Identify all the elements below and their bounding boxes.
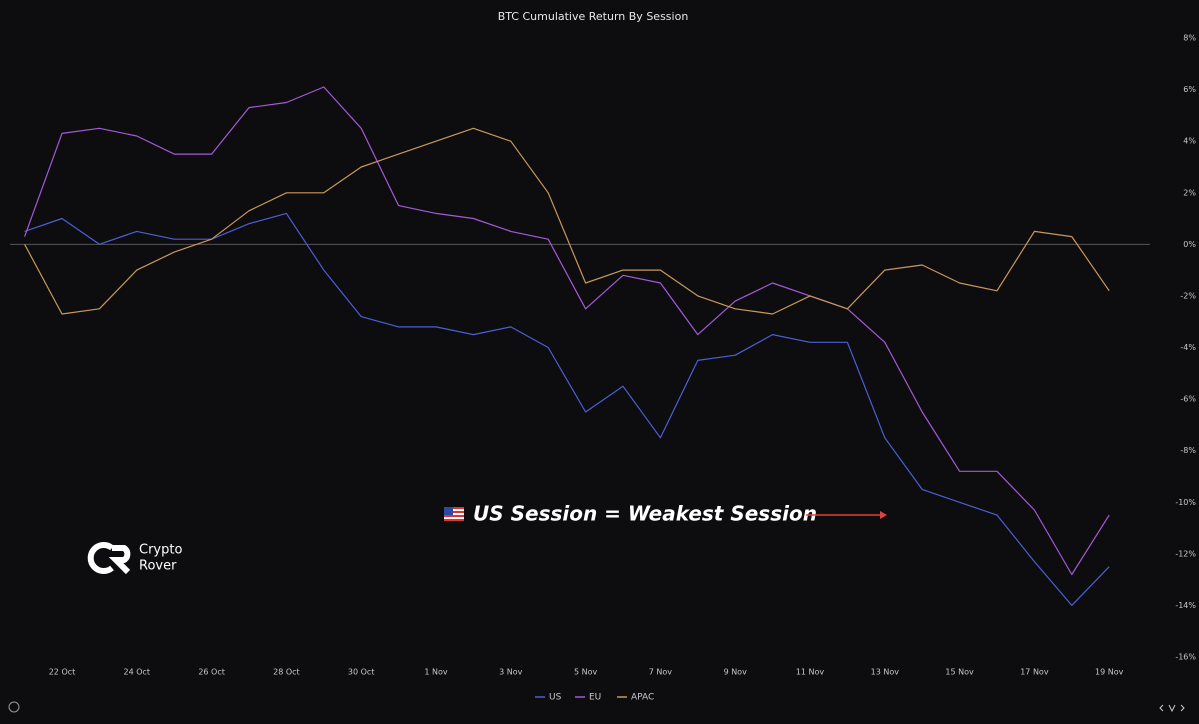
x-tick-label: 22 Oct bbox=[49, 668, 76, 677]
x-tick-label: 24 Oct bbox=[124, 668, 151, 677]
y-tick-label: -6% bbox=[1180, 395, 1196, 404]
nav-icon[interactable] bbox=[1159, 704, 1185, 713]
x-tick-label: 9 Nov bbox=[724, 668, 748, 677]
x-tick-label: 1 Nov bbox=[424, 668, 448, 677]
y-tick-label: 8% bbox=[1183, 34, 1196, 43]
x-tick-label: 13 Nov bbox=[871, 668, 900, 677]
x-tick-label: 26 Oct bbox=[198, 668, 225, 677]
x-tick-label: 17 Nov bbox=[1020, 668, 1049, 677]
series-line bbox=[24, 212, 1110, 606]
x-tick-label: 28 Oct bbox=[273, 668, 300, 677]
y-tick-label: 4% bbox=[1183, 137, 1196, 146]
y-tick-label: -10% bbox=[1175, 498, 1196, 507]
x-tick-label: 15 Nov bbox=[945, 668, 974, 677]
watermark: Rover bbox=[139, 559, 177, 574]
y-tick-label: -16% bbox=[1175, 653, 1196, 662]
chart-title: BTC Cumulative Return By Session bbox=[498, 10, 689, 23]
series-line bbox=[24, 127, 1110, 315]
series-line bbox=[24, 86, 1110, 576]
y-tick-label: -2% bbox=[1180, 291, 1196, 300]
y-tick-label: -4% bbox=[1180, 343, 1196, 352]
legend-label: US bbox=[549, 693, 562, 703]
logo: Crypto Rover bbox=[87, 542, 182, 575]
x-tick-label: 5 Nov bbox=[574, 668, 598, 677]
annotation-flag bbox=[444, 507, 464, 521]
y-tick-label: -8% bbox=[1180, 446, 1196, 455]
y-tick-label: 6% bbox=[1183, 85, 1196, 94]
x-tick-label: 30 Oct bbox=[348, 668, 375, 677]
info-icon[interactable] bbox=[8, 701, 20, 713]
watermark: Crypto bbox=[139, 543, 182, 558]
legend-label: EU bbox=[589, 693, 601, 703]
x-tick-label: 3 Nov bbox=[499, 668, 523, 677]
y-tick-label: -14% bbox=[1175, 601, 1196, 610]
y-tick-label: 0% bbox=[1183, 240, 1196, 249]
annotation-arrowhead bbox=[880, 511, 887, 519]
y-tick-label: 2% bbox=[1183, 188, 1196, 197]
x-tick-label: 19 Nov bbox=[1095, 668, 1124, 677]
x-tick-label: 11 Nov bbox=[796, 668, 825, 677]
y-tick-label: -12% bbox=[1175, 549, 1196, 558]
annotation: US Session = Weakest Session bbox=[473, 502, 817, 526]
x-tick-label: 7 Nov bbox=[649, 668, 673, 677]
legend-label: APAC bbox=[631, 693, 654, 703]
